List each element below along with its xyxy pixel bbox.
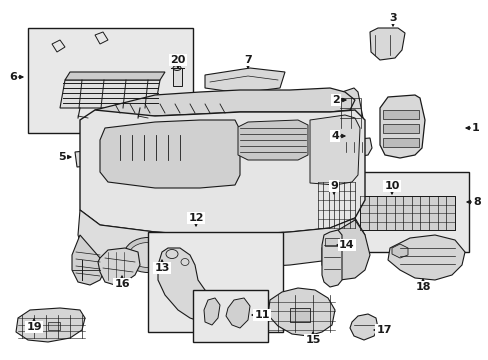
Polygon shape xyxy=(72,235,105,285)
Polygon shape xyxy=(387,235,464,280)
Bar xyxy=(148,232,283,332)
Bar xyxy=(30,322,42,330)
Polygon shape xyxy=(100,120,240,188)
Polygon shape xyxy=(309,115,359,185)
Text: 10: 10 xyxy=(384,181,399,191)
Polygon shape xyxy=(238,120,307,160)
Text: 5: 5 xyxy=(58,152,66,162)
Text: 17: 17 xyxy=(375,325,391,335)
Text: 13: 13 xyxy=(154,263,169,273)
Text: 4: 4 xyxy=(330,131,338,141)
Bar xyxy=(325,238,338,246)
Polygon shape xyxy=(95,88,354,120)
Text: 11: 11 xyxy=(254,310,269,320)
Bar xyxy=(28,28,193,133)
Text: 7: 7 xyxy=(244,55,251,65)
Polygon shape xyxy=(317,182,354,228)
Text: 1: 1 xyxy=(471,123,479,133)
Polygon shape xyxy=(203,298,220,325)
Polygon shape xyxy=(337,138,371,158)
Text: 20: 20 xyxy=(170,55,185,65)
Polygon shape xyxy=(359,196,454,230)
Polygon shape xyxy=(391,244,407,258)
Bar xyxy=(306,172,468,252)
Polygon shape xyxy=(382,124,418,133)
Polygon shape xyxy=(225,298,249,328)
Polygon shape xyxy=(75,150,97,167)
Text: 19: 19 xyxy=(26,322,42,332)
Text: 2: 2 xyxy=(331,95,339,105)
Polygon shape xyxy=(80,110,364,235)
Ellipse shape xyxy=(129,243,167,267)
Polygon shape xyxy=(349,314,377,340)
Text: 14: 14 xyxy=(339,240,354,250)
Text: 8: 8 xyxy=(472,197,480,207)
Polygon shape xyxy=(78,210,364,268)
Polygon shape xyxy=(267,288,334,336)
Polygon shape xyxy=(379,95,424,158)
Polygon shape xyxy=(369,28,404,60)
Bar xyxy=(173,68,182,86)
Bar xyxy=(289,308,309,322)
Text: 12: 12 xyxy=(188,213,203,223)
Polygon shape xyxy=(382,110,418,119)
Polygon shape xyxy=(65,72,164,80)
Text: 6: 6 xyxy=(9,72,17,82)
Ellipse shape xyxy=(173,66,181,71)
Text: 9: 9 xyxy=(329,181,337,191)
Text: 3: 3 xyxy=(388,13,396,23)
Polygon shape xyxy=(382,138,418,147)
Bar xyxy=(48,322,60,330)
Polygon shape xyxy=(16,308,85,342)
Polygon shape xyxy=(321,220,369,280)
Polygon shape xyxy=(60,80,160,108)
Polygon shape xyxy=(321,230,341,287)
Ellipse shape xyxy=(124,238,172,273)
Polygon shape xyxy=(98,248,140,285)
Polygon shape xyxy=(337,88,362,135)
Bar xyxy=(193,290,267,342)
Text: 18: 18 xyxy=(414,282,430,292)
Polygon shape xyxy=(204,68,285,93)
Text: 16: 16 xyxy=(114,279,129,289)
Text: 15: 15 xyxy=(305,335,320,345)
Polygon shape xyxy=(158,248,220,322)
